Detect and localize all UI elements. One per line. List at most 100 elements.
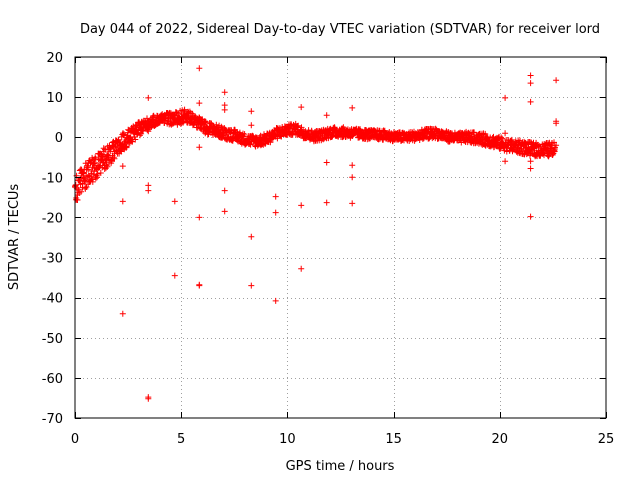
data-point bbox=[110, 154, 117, 161]
data-point bbox=[145, 94, 152, 101]
y-tick-label: 0 bbox=[55, 131, 63, 146]
data-point bbox=[553, 120, 560, 127]
x-tick-label: 20 bbox=[492, 432, 509, 447]
data-point bbox=[298, 104, 305, 111]
data-point bbox=[196, 65, 203, 72]
data-point bbox=[221, 89, 228, 96]
data-point bbox=[138, 130, 145, 137]
data-point bbox=[88, 170, 95, 177]
data-point bbox=[248, 233, 255, 240]
data-point bbox=[196, 144, 203, 151]
data-point bbox=[196, 100, 203, 107]
data-point bbox=[527, 72, 534, 79]
data-point bbox=[218, 123, 225, 130]
data-point bbox=[553, 142, 560, 149]
data-point bbox=[527, 98, 534, 105]
data-point bbox=[412, 136, 419, 143]
data-point bbox=[119, 163, 126, 170]
y-tick-label: -40 bbox=[42, 292, 63, 307]
data-point bbox=[121, 131, 128, 138]
y-tick-label: -10 bbox=[42, 171, 63, 186]
data-point bbox=[201, 118, 208, 125]
y-tick-label: -30 bbox=[42, 252, 63, 267]
data-point bbox=[144, 115, 150, 122]
data-point bbox=[248, 108, 255, 115]
x-tick-label: 25 bbox=[598, 432, 615, 447]
data-point bbox=[84, 163, 91, 170]
data-point bbox=[221, 208, 228, 215]
x-tick-label: 10 bbox=[279, 432, 296, 447]
data-point bbox=[295, 122, 302, 129]
data-point bbox=[111, 155, 118, 162]
data-point bbox=[323, 199, 330, 206]
data-point bbox=[272, 209, 279, 216]
data-point bbox=[248, 282, 255, 289]
data-point bbox=[535, 143, 542, 150]
x-tick-label: 5 bbox=[177, 432, 185, 447]
data-point bbox=[132, 136, 139, 143]
data-point bbox=[349, 104, 356, 111]
data-point bbox=[272, 193, 279, 200]
data-point bbox=[349, 174, 356, 181]
axis-ticks: 0 5 10 15 20 25 20 10 0 -10 -20 -30 -40 -50 -60 -70 bbox=[42, 51, 615, 447]
data-point bbox=[298, 265, 305, 272]
data-point bbox=[527, 165, 534, 172]
data-point bbox=[527, 213, 534, 220]
data-point bbox=[527, 158, 534, 165]
data-point bbox=[92, 175, 99, 182]
data-point bbox=[196, 214, 203, 221]
y-tick-label: 20 bbox=[46, 51, 63, 66]
data-point bbox=[241, 131, 248, 138]
data-point bbox=[99, 159, 106, 166]
data-point bbox=[171, 272, 178, 279]
data-point bbox=[508, 136, 515, 143]
data-point bbox=[349, 200, 356, 207]
data-point bbox=[89, 178, 96, 185]
data-point bbox=[221, 187, 228, 194]
data-point bbox=[553, 77, 560, 84]
data-point bbox=[248, 122, 255, 129]
y-tick-label: -60 bbox=[42, 372, 63, 387]
data-point bbox=[349, 162, 356, 169]
data-point bbox=[482, 130, 489, 137]
data-point bbox=[171, 198, 178, 205]
y-tick-label: -50 bbox=[42, 332, 63, 347]
data-point bbox=[145, 395, 152, 402]
data-point bbox=[104, 163, 111, 170]
data-points bbox=[72, 65, 560, 402]
x-axis-label: GPS time / hours bbox=[286, 459, 395, 474]
data-point bbox=[119, 310, 126, 317]
x-tick-label: 0 bbox=[71, 432, 79, 447]
plot-frame bbox=[74, 56, 607, 419]
data-point bbox=[502, 94, 509, 101]
data-point bbox=[273, 131, 280, 137]
data-point bbox=[94, 171, 101, 177]
data-point bbox=[272, 297, 279, 304]
y-tick-label: 10 bbox=[46, 91, 63, 106]
data-point bbox=[221, 106, 228, 113]
x-tick-label: 15 bbox=[385, 432, 402, 447]
data-point bbox=[145, 182, 152, 189]
y-tick-label: -70 bbox=[42, 412, 63, 427]
data-point bbox=[78, 188, 85, 195]
data-point bbox=[97, 170, 104, 176]
data-point bbox=[527, 80, 534, 87]
data-point bbox=[137, 132, 143, 139]
data-point bbox=[323, 112, 330, 119]
data-point bbox=[502, 130, 509, 137]
data-point bbox=[181, 106, 188, 113]
y-axis-label: SDTVAR / TECUs bbox=[7, 184, 22, 291]
chart-title: Day 044 of 2022, Sidereal Day-to-day VTE… bbox=[80, 22, 600, 37]
data-point bbox=[145, 187, 152, 194]
data-point bbox=[196, 282, 203, 289]
data-point bbox=[161, 119, 168, 126]
data-point bbox=[502, 158, 509, 165]
data-point bbox=[274, 135, 281, 142]
y-tick-label: -20 bbox=[42, 211, 63, 226]
data-point bbox=[323, 159, 330, 166]
data-point bbox=[119, 198, 126, 205]
data-point bbox=[145, 128, 152, 135]
grid bbox=[75, 57, 606, 418]
data-point bbox=[298, 202, 305, 209]
data-point bbox=[86, 173, 93, 180]
